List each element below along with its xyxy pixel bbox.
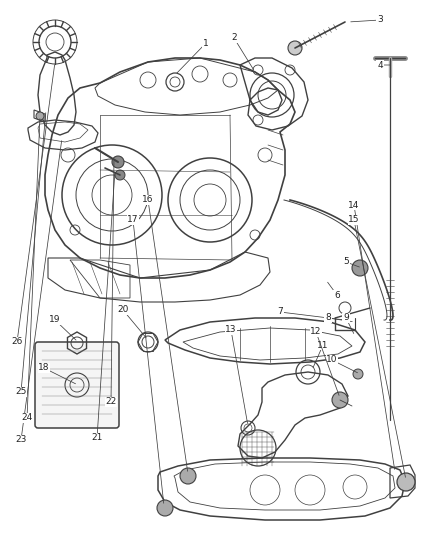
Text: 2: 2 [231,34,237,43]
Text: 21: 21 [91,433,102,442]
Text: 24: 24 [21,414,32,423]
Circle shape [397,473,415,491]
Text: 6: 6 [334,290,340,300]
Text: 22: 22 [106,398,117,407]
Text: 9: 9 [343,313,349,322]
Text: 12: 12 [310,327,321,336]
Text: 10: 10 [326,356,338,365]
Text: 11: 11 [317,341,329,350]
Text: 18: 18 [38,364,50,373]
Text: 5: 5 [343,257,349,266]
Text: 23: 23 [15,435,27,445]
Text: 14: 14 [348,200,360,209]
Circle shape [288,41,302,55]
Text: 1: 1 [203,38,209,47]
Text: 25: 25 [15,387,27,397]
Text: 16: 16 [142,196,154,205]
Circle shape [353,369,363,379]
Text: 20: 20 [117,305,129,314]
Text: 19: 19 [49,316,61,325]
Circle shape [115,170,125,180]
FancyBboxPatch shape [35,342,119,428]
Text: 7: 7 [277,308,283,317]
Circle shape [180,468,196,484]
Text: 15: 15 [348,215,360,224]
Text: 13: 13 [225,326,237,335]
Circle shape [332,392,348,408]
Circle shape [112,156,124,168]
Text: 17: 17 [127,215,139,224]
Circle shape [36,112,44,120]
Text: 8: 8 [325,313,331,322]
Text: 4: 4 [377,61,383,69]
Text: 26: 26 [11,337,23,346]
Circle shape [157,500,173,516]
Text: 3: 3 [377,15,383,25]
Circle shape [352,260,368,276]
